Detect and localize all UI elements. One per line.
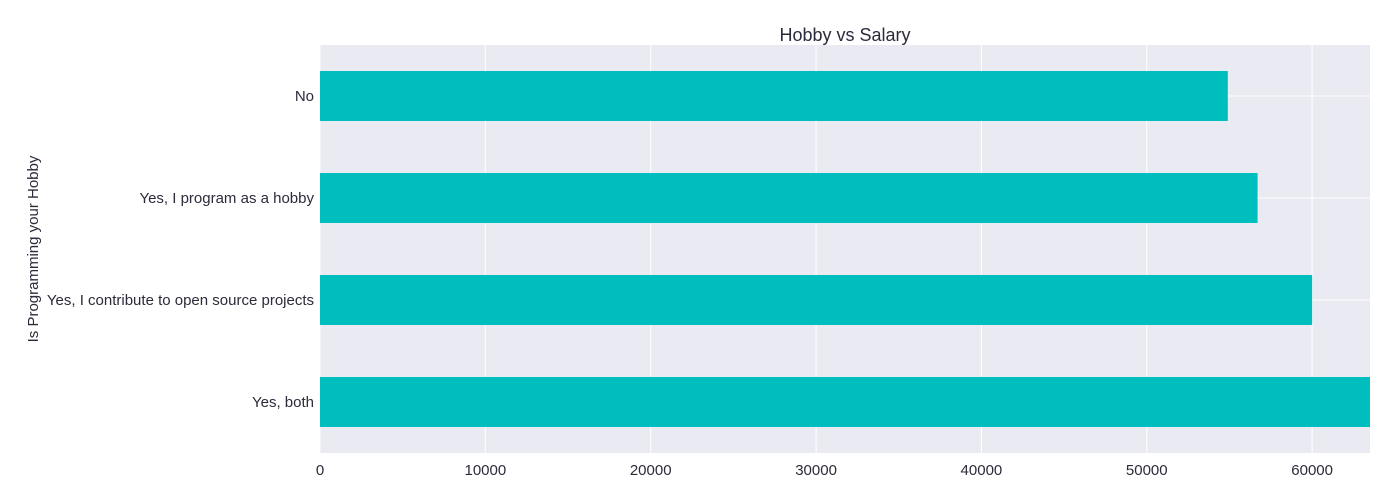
y-tick-label: Yes, both — [252, 394, 314, 411]
x-tick-labels: 0 10000 20000 30000 40000 50000 60000 — [316, 462, 1333, 479]
bar — [320, 377, 1370, 427]
x-tick-label: 10000 — [464, 462, 506, 479]
y-tick-label: Yes, I program as a hobby — [139, 190, 314, 207]
bar — [320, 275, 1313, 325]
y-tick-label: No — [295, 88, 314, 105]
y-tick-labels: No Yes, I program as a hobby Yes, I contri… — [47, 88, 315, 411]
x-tick-label: 60000 — [1291, 462, 1333, 479]
bars — [320, 71, 1370, 427]
y-axis-label: Is Programming your Hobby — [25, 155, 42, 342]
x-tick-label: 50000 — [1126, 462, 1168, 479]
chart-title: Hobby vs Salary — [779, 25, 910, 45]
bar — [320, 71, 1228, 121]
x-tick-label: 0 — [316, 462, 324, 479]
x-tick-label: 30000 — [795, 462, 837, 479]
x-tick-label: 20000 — [630, 462, 672, 479]
y-tick-label: Yes, I contribute to open source project… — [47, 292, 314, 309]
x-tick-label: 40000 — [961, 462, 1003, 479]
bar — [320, 173, 1258, 223]
